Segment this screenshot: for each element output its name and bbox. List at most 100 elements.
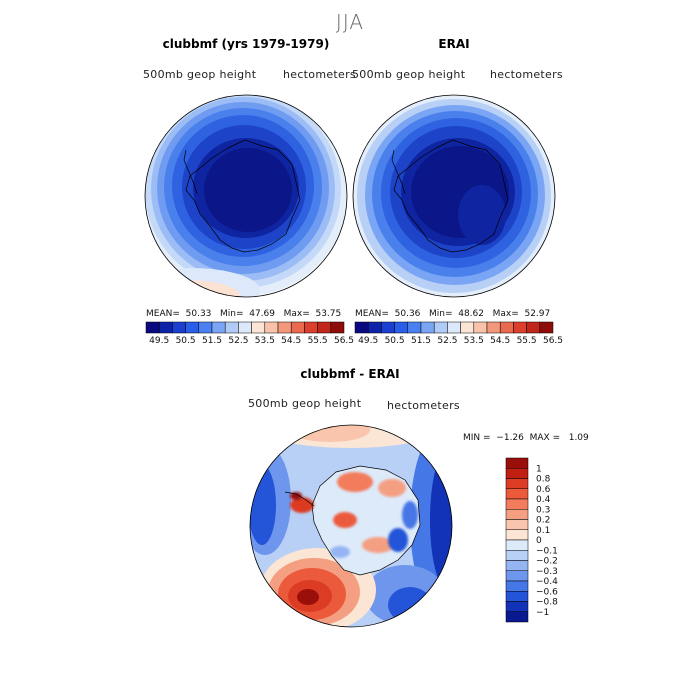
diff-colorbar-tick-label: −0.8 <box>536 598 558 608</box>
panel1-colorbar-swatch <box>158 321 173 334</box>
panel1-variable-label: 500mb geop height <box>143 68 257 81</box>
diff-peninsula-coastline <box>284 491 315 507</box>
diff-colorbar-swatch <box>505 580 529 592</box>
panel1-min: 47.69 <box>249 309 275 319</box>
panel2-colorbar-swatch <box>539 321 554 334</box>
diff-colorbar-swatch <box>505 570 529 582</box>
season-title: JJA <box>335 10 365 34</box>
diff-colorbar: 10.80.60.40.30.20.10−0.1−0.2−0.3−0.4−0.6… <box>505 457 558 623</box>
panel2-colorbar-swatch <box>381 321 395 334</box>
panel1-min-label: Min= <box>219 309 244 319</box>
panel1-title: clubbmf (yrs 1979-1979) <box>162 37 330 51</box>
panel1-peninsula-coastline <box>183 149 198 195</box>
panel1-colorbar-swatch <box>304 321 318 334</box>
panel2-max-label: Max= <box>492 309 519 319</box>
panel2-map-border <box>352 94 556 298</box>
panel2-max: 52.97 <box>524 309 551 319</box>
panel2-title: ERAI <box>438 37 470 51</box>
diff-colorbar-swatch <box>505 601 529 612</box>
panel2-colorbar-swatch <box>447 321 461 334</box>
diff-min: −1.26 <box>496 433 524 443</box>
panel1-colorbar-swatch <box>185 321 200 334</box>
diff-min-label: MIN = <box>463 433 491 443</box>
panel1-colorbar-swatch <box>330 321 345 334</box>
panel1-colorbar-swatch <box>238 321 252 334</box>
panel2-peninsula-coastline <box>391 149 406 195</box>
panel1-colorbar-swatch <box>251 321 266 334</box>
diff-colorbar-swatch <box>505 488 529 500</box>
diff-colorbar-swatch <box>505 539 529 551</box>
panel1-antarctica-coastline <box>185 139 301 253</box>
diff-colorbar-tick-label: 0.4 <box>536 495 551 505</box>
panel1-colorbar-tick-label: 55.5 <box>308 336 328 346</box>
panel2-min-label: Min= <box>428 309 453 319</box>
panel1-colorbar-swatch <box>145 321 160 334</box>
panel2-colorbar-tick-label: 54.5 <box>490 336 510 346</box>
diff-colorbar-tick-label: 0.2 <box>536 516 550 526</box>
panel1-max: 53.75 <box>315 309 342 319</box>
diff-colorbar-swatch <box>505 498 529 510</box>
panel1-colorbar-swatch <box>224 321 239 334</box>
panel2-colorbar-swatch <box>526 321 541 334</box>
panel2-units-label: hectometers <box>490 68 563 81</box>
panel2-colorbar-swatch <box>367 321 382 334</box>
panel2-colorbar-swatch <box>433 321 448 334</box>
panel1-colorbar-tick-label: 49.5 <box>149 336 169 346</box>
panel2-mean-label: MEAN= <box>355 309 389 319</box>
panel2-colorbar-tick-label: 56.5 <box>543 336 563 346</box>
diff-panel-title: clubbmf - ERAI <box>300 367 400 381</box>
diff-units-label: hectometers <box>387 399 460 412</box>
panel2-colorbar-swatch <box>499 321 514 334</box>
panel2-colorbar-swatch <box>407 321 422 334</box>
panel1-mean: 50.33 <box>185 309 212 319</box>
panel2-colorbar-swatch <box>394 321 409 334</box>
diff-colorbar-tick-label: 0.6 <box>536 485 551 495</box>
diff-colorbar-tick-label: 0.8 <box>536 475 551 485</box>
panel1-max-label: Max= <box>283 309 310 319</box>
diff-colorbar-swatch <box>505 478 529 489</box>
panel1-map-border <box>144 94 348 298</box>
panel1-colorbar-swatch <box>317 321 332 334</box>
panel2-colorbar-swatch <box>473 321 488 334</box>
panel1-colorbar-swatch <box>198 321 213 334</box>
panel2-map <box>352 94 556 298</box>
panel2-contours <box>353 95 555 297</box>
panel1-colorbar-tick-label: 50.5 <box>176 336 196 346</box>
panel1-colorbar-tick-label: 56.5 <box>334 336 354 346</box>
diff-colorbar-tick-label: 0 <box>536 536 542 546</box>
panel2-variable-label: 500mb geop height <box>352 68 466 81</box>
panel1-mean-label: MEAN= <box>146 309 180 319</box>
diff-colorbar-swatch <box>505 529 529 541</box>
diff-colorbar-tick-label: 1 <box>536 464 542 474</box>
panel1-colorbar-tick-label: 54.5 <box>281 336 301 346</box>
diff-colorbar-tick-label: −0.3 <box>536 567 558 577</box>
diff-map <box>249 424 453 628</box>
panel1-colorbar-swatch <box>277 321 292 334</box>
panel2-colorbar-tick-label: 53.5 <box>464 336 484 346</box>
diff-colorbar-tick-label: −0.1 <box>536 546 558 556</box>
panel2-colorbar-tick-label: 55.5 <box>517 336 537 346</box>
panel2-colorbar-tick-label: 50.5 <box>385 336 405 346</box>
panel1-contours <box>145 95 347 297</box>
panel2-colorbar-swatch <box>460 321 475 334</box>
panel2-colorbar-swatch <box>486 321 501 334</box>
panel2-min: 48.62 <box>458 309 484 319</box>
panel1-map <box>144 94 348 298</box>
panel1-colorbar-tick-label: 53.5 <box>255 336 275 346</box>
panel2-colorbar-tick-label: 51.5 <box>411 336 431 346</box>
panel1-colorbar-swatch <box>172 321 186 334</box>
panel1-colorbar-swatch <box>264 321 279 334</box>
panel1-units-label: hectometers <box>283 68 356 81</box>
diff-colorbar-tick-label: −0.2 <box>536 557 558 567</box>
diff-colorbar-swatch <box>505 560 529 571</box>
panel2-colorbar: 49.5 50.5 51.5 52.5 53.5 54.5 55.5 56.5 <box>354 321 563 346</box>
diff-colorbar-swatch <box>505 509 529 520</box>
diff-max: 1.09 <box>568 433 589 443</box>
diff-colorbar-tick-label: −1 <box>536 608 549 618</box>
diff-colorbar-swatch <box>505 550 529 561</box>
panel1-colorbar-swatch <box>211 321 226 334</box>
diff-colorbar-swatch <box>505 457 529 469</box>
diff-colorbar-tick-label: −0.4 <box>536 577 558 587</box>
panel1-colorbar-tick-label: 52.5 <box>228 336 248 346</box>
